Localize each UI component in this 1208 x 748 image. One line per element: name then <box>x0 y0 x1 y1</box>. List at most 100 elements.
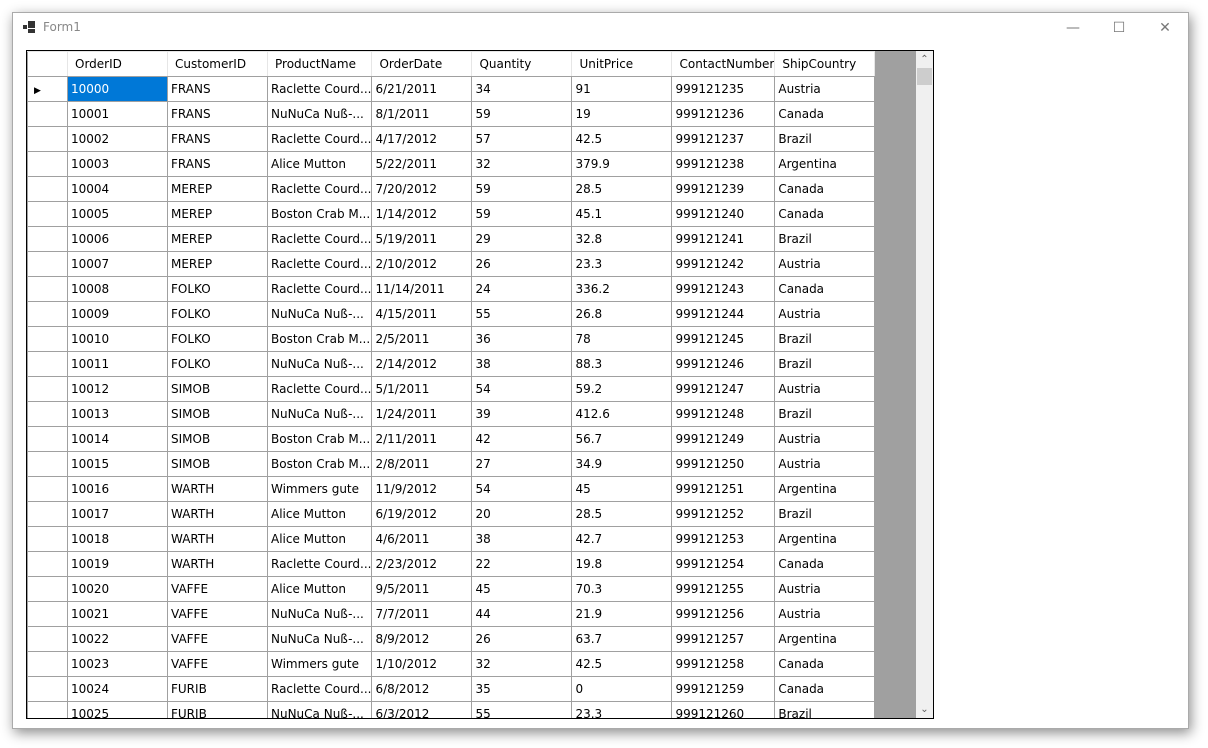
row-header[interactable] <box>27 401 68 427</box>
cell-contactnumber[interactable]: 999121247 <box>671 376 776 402</box>
cell-unitprice[interactable]: 59.2 <box>571 376 673 402</box>
cell-customerid[interactable]: FURIB <box>167 676 268 702</box>
cell-customerid[interactable]: VAFFE <box>167 651 268 677</box>
cell-shipcountry[interactable]: Brazil <box>774 701 876 718</box>
cell-unitprice[interactable]: 32.8 <box>571 226 673 252</box>
cell-quantity[interactable]: 55 <box>471 701 573 718</box>
cell-quantity[interactable]: 20 <box>471 501 573 527</box>
cell-orderid[interactable]: 10017 <box>67 501 168 527</box>
cell-unitprice[interactable]: 23.3 <box>571 251 673 277</box>
cell-contactnumber[interactable]: 999121249 <box>671 426 776 452</box>
cell-quantity[interactable]: 42 <box>471 426 573 452</box>
table-row[interactable]: 10022 VAFFE NuNuCa Nuß-... 8/9/2012 26 63.7 99… <box>27 626 876 652</box>
cell-orderid[interactable]: 10013 <box>67 401 168 427</box>
column-header-shipcountry[interactable]: ShipCountry <box>774 51 876 77</box>
cell-unitprice[interactable]: 63.7 <box>571 626 673 652</box>
cell-productname[interactable]: Raclette Courd... <box>266 226 373 252</box>
cell-unitprice[interactable]: 42.5 <box>571 126 673 152</box>
table-row[interactable]: 10021 VAFFE NuNuCa Nuß-... 7/7/2011 44 21.9 99… <box>27 601 876 627</box>
cell-contactnumber[interactable]: 999121237 <box>671 126 776 152</box>
cell-customerid[interactable]: SIMOB <box>167 401 268 427</box>
table-row[interactable]: 10005 MEREP Boston Crab M... 1/14/2012 59 45.… <box>27 201 876 227</box>
cell-contactnumber[interactable]: 999121259 <box>671 676 776 702</box>
cell-shipcountry[interactable]: Brazil <box>774 501 876 527</box>
cell-quantity[interactable]: 39 <box>471 401 573 427</box>
cell-productname[interactable]: Wimmers gute <box>266 476 373 502</box>
cell-orderdate[interactable]: 2/10/2012 <box>371 251 473 277</box>
cell-quantity[interactable]: 29 <box>471 226 573 252</box>
cell-quantity[interactable]: 45 <box>471 576 573 602</box>
row-header[interactable] <box>27 476 68 502</box>
cell-contactnumber[interactable]: 999121255 <box>671 576 776 602</box>
cell-orderdate[interactable]: 7/20/2012 <box>371 176 473 202</box>
cell-shipcountry[interactable]: Austria <box>774 451 876 477</box>
cell-contactnumber[interactable]: 999121252 <box>671 501 776 527</box>
row-header[interactable] <box>27 176 68 202</box>
cell-productname[interactable]: Raclette Courd... <box>266 551 373 577</box>
row-header[interactable] <box>27 276 68 302</box>
cell-customerid[interactable]: VAFFE <box>167 626 268 652</box>
cell-shipcountry[interactable]: Austria <box>774 426 876 452</box>
cell-quantity[interactable]: 32 <box>471 151 573 177</box>
cell-shipcountry[interactable]: Argentina <box>774 526 876 552</box>
column-header-orderid[interactable]: OrderID <box>67 51 168 77</box>
table-row[interactable]: 10006 MEREP Raclette Courd... 5/19/2011 29 32… <box>27 226 876 252</box>
cell-productname[interactable]: Raclette Courd... <box>266 676 373 702</box>
cell-customerid[interactable]: VAFFE <box>167 576 268 602</box>
cell-orderid[interactable]: 10010 <box>67 326 168 352</box>
cell-productname[interactable]: NuNuCa Nuß-... <box>266 601 373 627</box>
row-header[interactable] <box>27 551 68 577</box>
cell-orderdate[interactable]: 7/7/2011 <box>371 601 473 627</box>
cell-orderdate[interactable]: 4/17/2012 <box>371 126 473 152</box>
cell-customerid[interactable]: WARTH <box>167 501 268 527</box>
cell-shipcountry[interactable]: Argentina <box>774 151 876 177</box>
cell-orderid[interactable]: 10016 <box>67 476 168 502</box>
cell-quantity[interactable]: 54 <box>471 376 573 402</box>
cell-unitprice[interactable]: 34.9 <box>571 451 673 477</box>
cell-orderid[interactable]: 10006 <box>67 226 168 252</box>
cell-orderid[interactable]: 10014 <box>67 426 168 452</box>
cell-customerid[interactable]: VAFFE <box>167 601 268 627</box>
table-row[interactable]: 10014 SIMOB Boston Crab M... 2/11/2011 42 56.… <box>27 426 876 452</box>
cell-shipcountry[interactable]: Brazil <box>774 326 876 352</box>
cell-shipcountry[interactable]: Brazil <box>774 226 876 252</box>
cell-shipcountry[interactable]: Austria <box>774 576 876 602</box>
cell-orderdate[interactable]: 6/3/2012 <box>371 701 473 718</box>
cell-unitprice[interactable]: 45 <box>571 476 673 502</box>
cell-shipcountry[interactable]: Austria <box>774 76 876 102</box>
row-header[interactable] <box>27 626 68 652</box>
cell-orderid[interactable]: 10008 <box>67 276 168 302</box>
table-row[interactable]: 10001 FRANS NuNuCa Nuß-... 8/1/2011 59 19 9991… <box>27 101 876 127</box>
cell-orderid[interactable]: 10024 <box>67 676 168 702</box>
row-header[interactable] <box>27 451 68 477</box>
table-row[interactable]: 10015 SIMOB Boston Crab M... 2/8/2011 27 34.9… <box>27 451 876 477</box>
cell-orderid[interactable]: 10018 <box>67 526 168 552</box>
cell-contactnumber[interactable]: 999121251 <box>671 476 776 502</box>
cell-unitprice[interactable]: 28.5 <box>571 501 673 527</box>
cell-contactnumber[interactable]: 999121257 <box>671 626 776 652</box>
cell-shipcountry[interactable]: Austria <box>774 601 876 627</box>
cell-shipcountry[interactable]: Canada <box>774 101 876 127</box>
cell-orderid[interactable]: 10000 <box>67 76 168 102</box>
cell-productname[interactable]: Boston Crab M... <box>266 451 373 477</box>
cell-shipcountry[interactable]: Canada <box>774 551 876 577</box>
table-row[interactable]: 10023 VAFFE Wimmers gute 1/10/2012 32 42.5 999… <box>27 651 876 677</box>
cell-shipcountry[interactable]: Brazil <box>774 126 876 152</box>
cell-customerid[interactable]: SIMOB <box>167 451 268 477</box>
cell-contactnumber[interactable]: 999121260 <box>671 701 776 718</box>
cell-customerid[interactable]: WARTH <box>167 476 268 502</box>
cell-orderdate[interactable]: 6/19/2012 <box>371 501 473 527</box>
cell-quantity[interactable]: 59 <box>471 101 573 127</box>
cell-customerid[interactable]: SIMOB <box>167 426 268 452</box>
cell-orderdate[interactable]: 2/14/2012 <box>371 351 473 377</box>
table-row[interactable]: ▶ 10000 FRANS Raclette Courd... 6/21/2011 34 9… <box>27 76 876 102</box>
cell-unitprice[interactable]: 91 <box>571 76 673 102</box>
row-header[interactable] <box>27 351 68 377</box>
row-header[interactable] <box>27 201 68 227</box>
cell-quantity[interactable]: 27 <box>471 451 573 477</box>
cell-orderdate[interactable]: 2/8/2011 <box>371 451 473 477</box>
scrollbar-thumb[interactable] <box>917 68 932 85</box>
cell-unitprice[interactable]: 42.7 <box>571 526 673 552</box>
row-header[interactable] <box>27 301 68 327</box>
cell-unitprice[interactable]: 56.7 <box>571 426 673 452</box>
